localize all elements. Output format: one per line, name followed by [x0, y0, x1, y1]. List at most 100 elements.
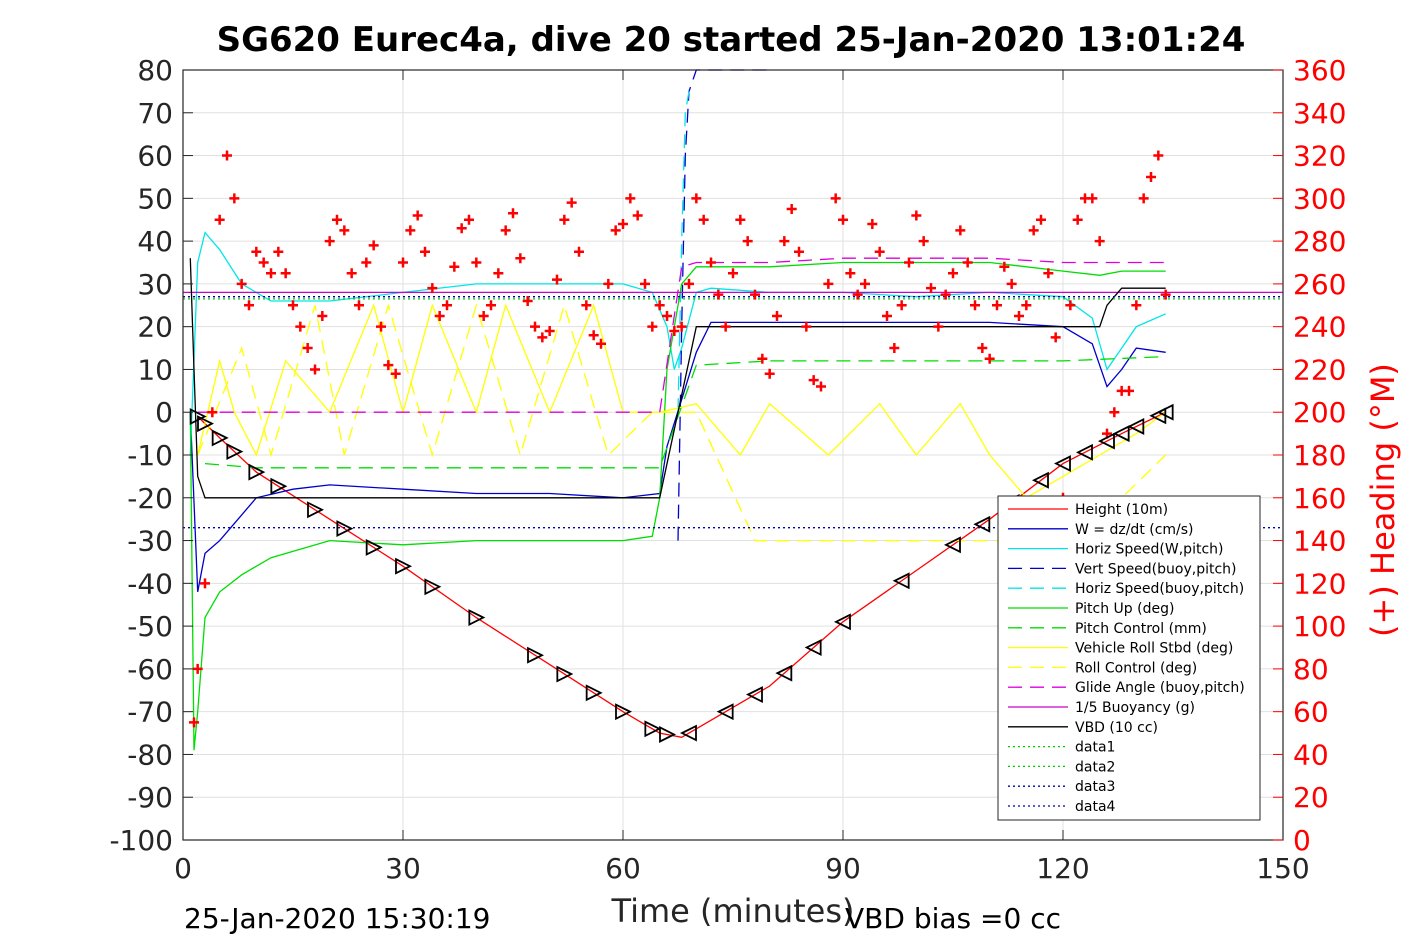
heading-point: [1072, 214, 1083, 225]
heading-point: [493, 268, 504, 279]
legend-entry-label: W = dz/dt (cm/s): [1075, 522, 1194, 538]
climb-triangle-marker: [716, 703, 734, 721]
climb-triangle-marker: [775, 664, 793, 682]
climb-triangle-marker: [943, 536, 961, 554]
y-right-tick-label: 20: [1293, 781, 1329, 814]
heading-point: [1028, 225, 1039, 236]
legend-entry-label: Pitch Up (deg): [1075, 601, 1174, 617]
heading-point: [244, 300, 254, 311]
climb-triangle-marker: [1075, 443, 1093, 461]
heading-point: [324, 236, 335, 247]
y-tick-label: 0: [155, 396, 173, 429]
heading-point: [625, 193, 636, 204]
legend-entry-label: Roll Control (deg): [1075, 660, 1197, 676]
heading-point: [434, 310, 445, 321]
x-tick-label: 0: [174, 852, 192, 885]
dive-triangle-marker: [336, 520, 354, 538]
dive-triangle-marker: [211, 429, 229, 447]
heading-point: [559, 214, 570, 225]
heading-point: [779, 236, 790, 247]
heading-point: [1065, 300, 1076, 311]
heading-point: [911, 210, 922, 221]
heading-point: [970, 300, 980, 311]
heading-point: [772, 310, 782, 321]
y-axis-ticks: 80 70 60 50 40 30 20 10 0 -10 -20 -30 -40 -50 -60 -70 -8…: [109, 54, 193, 857]
dive-triangle-marker: [248, 463, 266, 481]
dive-triangle-marker: [226, 443, 244, 461]
heading-point: [1050, 332, 1061, 343]
heading-point: [588, 330, 599, 341]
heading-point: [500, 225, 511, 236]
heading-point: [478, 310, 489, 321]
climb-triangle-marker: [1127, 418, 1145, 435]
heading-point: [962, 257, 973, 268]
heading-point: [486, 300, 496, 311]
heading-point: [610, 225, 621, 236]
legend-entry-label: Horiz Speed(buoy,pitch): [1075, 581, 1244, 597]
y-right-tick-label: 80: [1293, 653, 1329, 686]
heading-point: [361, 257, 372, 268]
legend-entry-label: Horiz Speed(W,pitch): [1075, 542, 1223, 558]
heading-point: [1138, 193, 1149, 204]
heading-markers: [189, 150, 1171, 728]
heading-point: [750, 289, 760, 300]
heading-point: [383, 360, 394, 371]
x-axis-ticks: 0 30 60 90 120 150: [174, 70, 1310, 885]
dive-triangle-marker: [424, 578, 442, 596]
legend-entry-label: VBD (10 cc): [1075, 720, 1158, 736]
heading-point: [200, 578, 210, 589]
heading-point: [390, 368, 401, 379]
legend-entry-label: Vehicle Roll Stbd (deg): [1075, 641, 1233, 657]
legend: Height (10m) W = dz/dt (cm/s) Horiz Speed(…: [997, 495, 1261, 821]
heading-point: [1043, 268, 1054, 279]
y-tick-label: 10: [137, 353, 173, 386]
heading-point: [904, 257, 914, 268]
climb-triangle-marker: [804, 639, 822, 656]
y-right-tick-label: 260: [1293, 268, 1346, 301]
chart-title: SG620 Eurec4a, dive 20 started 25-Jan-20…: [217, 20, 1246, 60]
heading-point: [713, 289, 724, 300]
heading-point: [1021, 300, 1032, 311]
y-tick-label: 60: [137, 140, 173, 173]
heading-point: [332, 214, 342, 225]
footer-timestamp: 25-Jan-2020 15:30:19: [184, 902, 490, 935]
dive-triangle-marker: [197, 415, 215, 433]
heading-point: [295, 321, 306, 332]
heading-point: [720, 321, 731, 332]
y-right-tick-label: 300: [1293, 182, 1346, 215]
heading-point: [189, 717, 199, 728]
legend-entry-label: Pitch Control (mm): [1075, 621, 1207, 637]
y-right-axis-label: (+) Heading (°M): [1364, 363, 1402, 637]
climb-triangle-marker: [1031, 471, 1049, 489]
climb-triangle-marker: [745, 686, 763, 704]
dive-triangle-marker: [307, 501, 325, 519]
y-tick-label: -80: [127, 738, 173, 771]
dive-triangle-marker: [270, 477, 288, 495]
dive-triangle-marker: [556, 665, 574, 683]
heading-point: [258, 257, 269, 268]
heading-point: [310, 364, 320, 375]
heading-point: [537, 332, 548, 343]
heading-point: [838, 214, 848, 225]
heading-point: [354, 300, 364, 311]
heading-point: [948, 268, 958, 279]
heading-point: [412, 210, 423, 221]
series-lines: [183, 69, 1283, 751]
climb-triangle-marker: [833, 613, 851, 631]
heading-point: [786, 204, 797, 215]
y-right-tick-label: 140: [1293, 525, 1346, 558]
heading-point: [405, 225, 416, 236]
climb-triangle-marker: [973, 515, 991, 533]
heading-point: [977, 343, 988, 354]
heading-point: [955, 225, 966, 236]
y-tick-label: -30: [127, 525, 173, 558]
dive-triangle-marker: [585, 684, 603, 702]
y-right-tick-label: 160: [1293, 482, 1346, 515]
climb-triangle-marker: [1053, 455, 1071, 473]
heading-point: [1006, 278, 1017, 289]
heading-point: [896, 300, 907, 311]
y-tick-label: -10: [127, 439, 173, 472]
heading-point: [662, 310, 672, 321]
y-tick-label: 70: [137, 97, 173, 130]
heading-point: [464, 214, 474, 225]
